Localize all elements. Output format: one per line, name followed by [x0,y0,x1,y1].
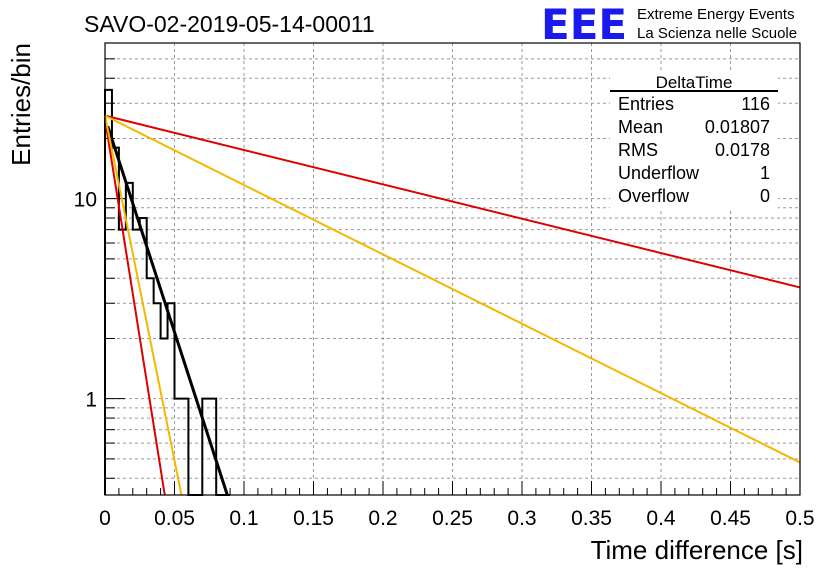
x-tick-label: 0.2 [368,507,397,530]
y-tick-label: 1 [85,389,97,412]
x-tick-label: 0.1 [229,507,258,530]
x-tick-label: 0.15 [293,507,334,530]
stats-value: 0.01807 [705,117,770,137]
logo-mark: EEE [541,0,627,49]
stats-title: DeltaTime [656,73,733,92]
x-tick-label: 0.05 [154,507,195,530]
stats-label: Entries [618,94,674,114]
fit-line [104,118,166,496]
stats-value: 0 [760,186,770,206]
x-tick-label: 0.4 [646,507,676,530]
x-tick-labels: 0 0.05 0.1 0.15 0.2 0.25 0.3 0.35 0.4 0.45 0.5 [99,507,814,530]
y-tick-label: 10 [74,189,97,212]
logo-line-2: La Scienza nelle Scuole [637,25,797,42]
fit-line [106,125,229,496]
x-tick-label: 0.45 [710,507,751,530]
stats-label: RMS [618,140,658,160]
plot-frame [104,42,801,496]
stats-box: DeltaTime Entries 116 Mean 0.01807 RMS 0.0178… [610,72,778,210]
stats-label: Overflow [618,186,690,206]
fit-line [104,114,801,289]
histogram-outline [104,88,231,496]
stats-value: 1 [760,163,770,183]
y-axis-title: Entries/bin [6,43,36,166]
logo-line-1: Extreme Energy Events [637,6,795,23]
fit-line [104,115,183,496]
chart-title: SAVO-02-2019-05-14-00011 [84,11,375,37]
x-tick-label: 0 [99,507,111,530]
x-tick-label: 0.25 [432,507,473,530]
grid [105,43,800,495]
y-tick-labels: 1 10 [74,189,97,412]
x-tick-label: 0.35 [571,507,612,530]
x-axis-title: Time difference [s] [591,535,803,565]
stats-value: 116 [741,94,770,114]
histogram [104,88,231,496]
stats-label: Underflow [618,163,700,183]
stats-value: 0.0178 [715,140,770,160]
stats-label: Mean [618,117,663,137]
fit-line [104,114,801,464]
eee-logo: EEE Extreme Energy Events La Scienza nel… [541,0,797,49]
x-tick-label: 0.5 [785,507,814,530]
x-tick-label: 0.3 [507,507,536,530]
fit-lines [104,114,801,496]
